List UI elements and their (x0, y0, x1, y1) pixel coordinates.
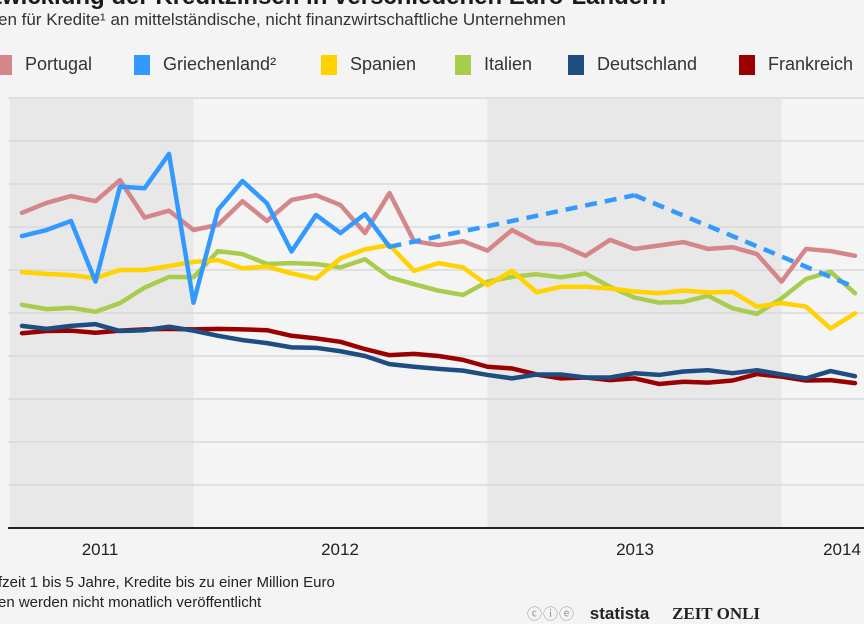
series-line-dashed (389, 192, 635, 249)
legend-label: Spanien (350, 54, 417, 74)
legend-label: Italien (484, 54, 533, 74)
chart-title: twicklung der Kreditzinsen in verschiede… (0, 0, 666, 11)
legend-label: Portugal (25, 54, 93, 74)
legend-swatch (739, 55, 755, 75)
series-spanien (19, 242, 858, 331)
series-italien (19, 248, 858, 317)
zeit-online-logo[interactable]: ZEIT ONLI (672, 604, 761, 623)
legend-swatch (321, 55, 337, 75)
statista-logo[interactable]: statista (589, 604, 650, 623)
legend-label: Griechenland² (163, 54, 277, 74)
source-logos: ⓒⓘⓔ statista ZEIT ONLI (527, 603, 760, 624)
x-tick-label: 2011 (81, 540, 119, 559)
x-tick-label: 2013 (616, 540, 654, 559)
legend-label: Deutschland (597, 54, 698, 74)
legend-swatch (455, 55, 471, 75)
series-line (19, 248, 858, 317)
x-tick-label: 2012 (321, 540, 359, 559)
legend-swatch (134, 55, 150, 75)
series-line (19, 177, 858, 284)
chart-subtitle: en für Kredite¹ an mittelständische, nic… (0, 10, 566, 29)
series-portugal (19, 177, 858, 284)
x-tick-label: 2014 (823, 540, 861, 559)
footnote-1: fzeit 1 bis 5 Jahre, Kredite bis zu eine… (0, 574, 335, 591)
series-griechenland (19, 151, 856, 305)
series-line (19, 321, 858, 381)
footnote-2: en werden nicht monatlich veröffentlicht (0, 594, 262, 611)
series-line (19, 242, 858, 331)
series-line (19, 151, 392, 305)
legend-swatch (568, 55, 584, 75)
legend-swatch (0, 55, 12, 75)
series-deutschland (19, 321, 858, 381)
legend-label: Frankreich (768, 54, 854, 74)
